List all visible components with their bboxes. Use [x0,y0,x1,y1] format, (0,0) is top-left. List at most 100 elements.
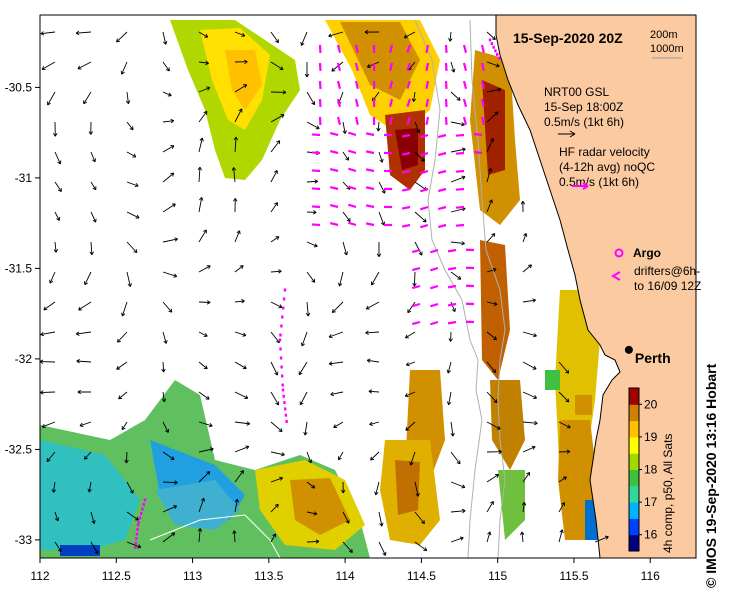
colorbar-swatch [629,518,639,535]
model-legend-line-3: 0.5m/s (1kt 6h) [544,115,624,129]
radar-vector [426,63,428,71]
drifter-track-point [137,524,139,527]
radar-vector [402,189,410,191]
drifter-track-point [283,298,285,301]
colorbar-swatch [629,502,639,519]
drifter-track-point [140,512,142,515]
drifter-track-point [491,42,493,45]
model-vector [163,482,177,483]
drifter-track-point [279,334,281,337]
drifter-track-point [282,307,284,310]
drifter-track-point [285,414,287,417]
x-tick-label: 115 [488,569,507,583]
colorbar-tick-label: 20 [644,397,658,411]
drifter-track-point [279,348,281,351]
radar-vector [448,322,456,323]
radar-vector [448,286,456,287]
radar-vector [456,171,464,172]
credit-text: © IMOS 19-Sep-2020 13:16 Hobart [703,364,719,588]
drifter-track-point [489,39,491,42]
x-axis: 112 112.5 113 113.5 114 114.5 115 115.5 116 [30,558,660,583]
colorbar-swatch [629,470,639,487]
x-tick-label: 112.5 [102,569,131,583]
radar-vector [402,207,410,209]
radar-legend-line-2: (4-12h avg) noQC [559,160,655,174]
colorbar-swatch [629,535,639,552]
radar-vector [456,135,464,136]
radar-vector [426,117,428,125]
map-title: 15-Sep-2020 20Z [513,30,623,46]
drifter-track-point [143,503,145,506]
radar-vector [448,250,456,251]
radar-vector [456,189,464,190]
radar-vector [312,224,320,225]
argo-legend-label: Argo [633,246,661,260]
drifter-track-point [135,537,137,540]
radar-vector [426,45,428,53]
drifter-track-point [136,533,138,536]
x-tick-label: 114.5 [407,569,436,583]
colorbar-tick-label: 18 [644,463,658,477]
city-label: Perth [635,350,671,366]
city-marker-icon [625,346,633,354]
colorbar-swatch [629,453,639,470]
radar-vector [448,268,456,269]
drifter-track-point [284,407,286,410]
x-tick-label: 114 [336,569,355,583]
model-legend-line-2: 15-Sep 18:00Z [544,100,623,114]
drifter-track-point [281,316,283,319]
colorbar-tick-label: 16 [644,528,658,542]
drifter-legend-line-2: to 16/09 12Z [634,279,701,293]
colorbar-tick-label: 19 [644,430,658,444]
x-tick-label: 116 [641,569,660,583]
drifter-track-point [144,499,146,502]
y-axis: -30.5-31-31.5-32-32.5-33 [5,80,40,547]
colorbar-swatch [629,404,639,421]
radar-vector [312,206,320,207]
x-tick-label: 113.5 [254,569,283,583]
y-tick-label: -32 [15,352,33,366]
colorbar-label: 4h comp, p50, All Sats [661,434,675,553]
colorbar-swatch [629,388,639,405]
radar-vector [312,170,320,171]
radar-vector [312,152,320,153]
drifter-track-point [280,366,282,369]
y-tick-label: -31.5 [5,261,33,275]
model-vector [414,272,415,286]
radar-vector [456,207,464,208]
drifter-track-point [134,546,136,549]
radar-vector [474,134,482,135]
drifter-track-point [139,517,141,520]
radar-vector [426,81,428,89]
drifter-track-point [498,57,500,60]
x-tick-label: 113 [183,569,202,583]
colorbar-swatch [629,437,639,454]
sst-patch [545,370,560,390]
drifter-track-point [280,357,282,360]
radar-legend-line-1: HF radar velocity [559,145,650,159]
x-tick-label: 115.5 [559,569,588,583]
drifter-track-point [283,401,285,404]
radar-vector [474,152,482,153]
colorbar-tick-label: 17 [644,495,658,509]
model-vector [126,452,127,463]
y-tick-label: -33 [15,533,33,547]
x-tick-label: 112 [30,569,49,583]
drifter-track-point [280,325,282,328]
radar-vector [402,171,410,173]
drifter-track-point [284,289,286,292]
radar-vector [402,153,410,155]
drifter-legend-line-1: drifters@6h- [634,264,700,278]
drifter-track-point [282,384,284,387]
drifter-track-point [494,49,496,52]
radar-vector [456,225,464,226]
radar-legend-line-3: 0.5m/s (1kt 6h) [559,175,639,189]
model-legend-line-1: NRT00 GSL [544,85,609,99]
radar-vector [312,188,320,189]
model-vector [40,392,55,393]
colorbar-swatch [629,421,639,438]
y-tick-label: -31 [15,171,33,185]
colorbar-swatch [629,486,639,503]
